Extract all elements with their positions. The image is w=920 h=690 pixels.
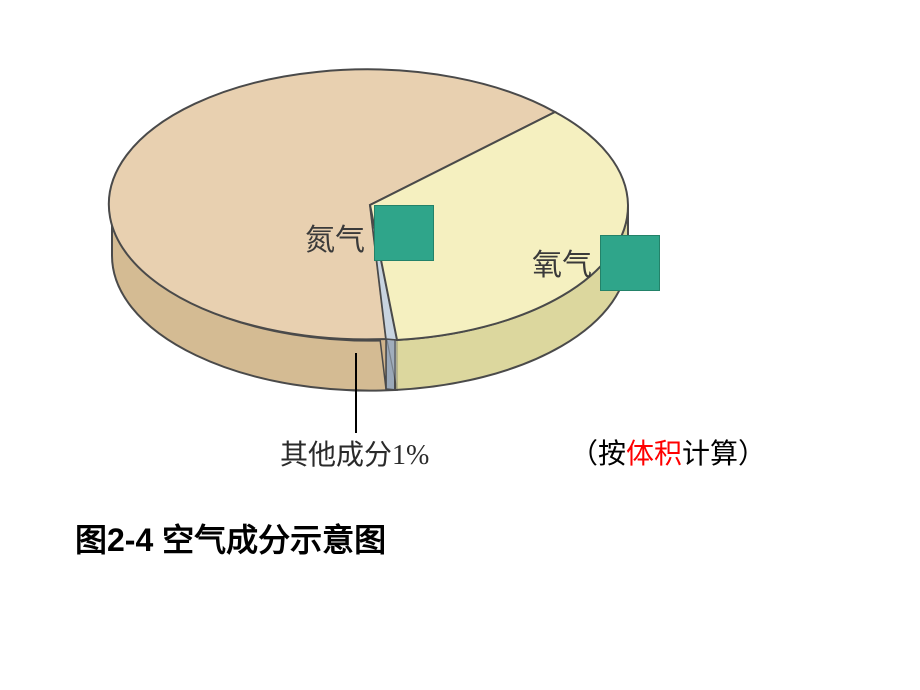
- note-highlight: 体积: [626, 439, 682, 470]
- volume-note: （按体积计算）: [570, 432, 766, 472]
- label-other: 其他成分1%: [280, 433, 429, 473]
- label-nitrogen: 氮气: [305, 215, 365, 259]
- note-prefix: （按: [570, 439, 626, 470]
- overlay-box-oxygen: [600, 235, 660, 291]
- pie-chart: 氮气 氧气: [100, 50, 640, 430]
- label-oxygen: 氧气: [532, 240, 592, 284]
- overlay-box-nitrogen: [374, 205, 434, 261]
- figure-caption: 图2-4 空气成分示意图: [75, 515, 386, 561]
- leader-line-other: [355, 353, 357, 433]
- note-suffix: 计算）: [682, 439, 766, 470]
